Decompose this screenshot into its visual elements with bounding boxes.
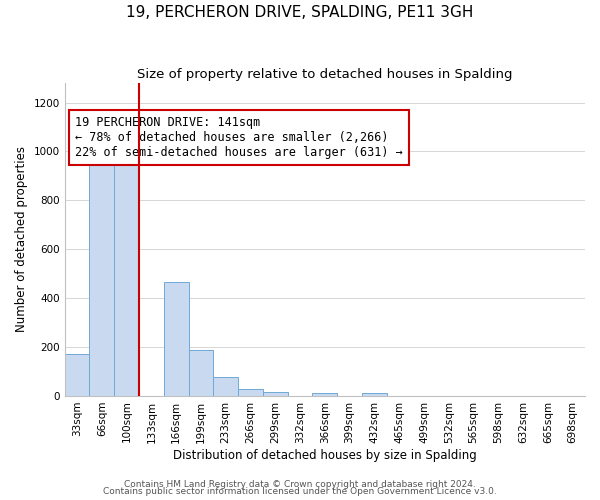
X-axis label: Distribution of detached houses by size in Spalding: Distribution of detached houses by size … xyxy=(173,450,477,462)
Text: 19 PERCHERON DRIVE: 141sqm
← 78% of detached houses are smaller (2,266)
22% of s: 19 PERCHERON DRIVE: 141sqm ← 78% of deta… xyxy=(75,116,403,159)
Bar xyxy=(65,354,89,396)
Text: Contains public sector information licensed under the Open Government Licence v3: Contains public sector information licen… xyxy=(103,487,497,496)
Bar xyxy=(114,152,139,396)
Bar xyxy=(89,160,114,396)
Bar xyxy=(164,282,188,396)
Y-axis label: Number of detached properties: Number of detached properties xyxy=(15,146,28,332)
Text: 19, PERCHERON DRIVE, SPALDING, PE11 3GH: 19, PERCHERON DRIVE, SPALDING, PE11 3GH xyxy=(127,5,473,20)
Bar xyxy=(214,378,238,396)
Bar xyxy=(362,393,387,396)
Bar xyxy=(238,390,263,396)
Bar xyxy=(263,392,287,396)
Title: Size of property relative to detached houses in Spalding: Size of property relative to detached ho… xyxy=(137,68,512,80)
Text: Contains HM Land Registry data © Crown copyright and database right 2024.: Contains HM Land Registry data © Crown c… xyxy=(124,480,476,489)
Bar xyxy=(313,393,337,396)
Bar xyxy=(188,350,214,396)
